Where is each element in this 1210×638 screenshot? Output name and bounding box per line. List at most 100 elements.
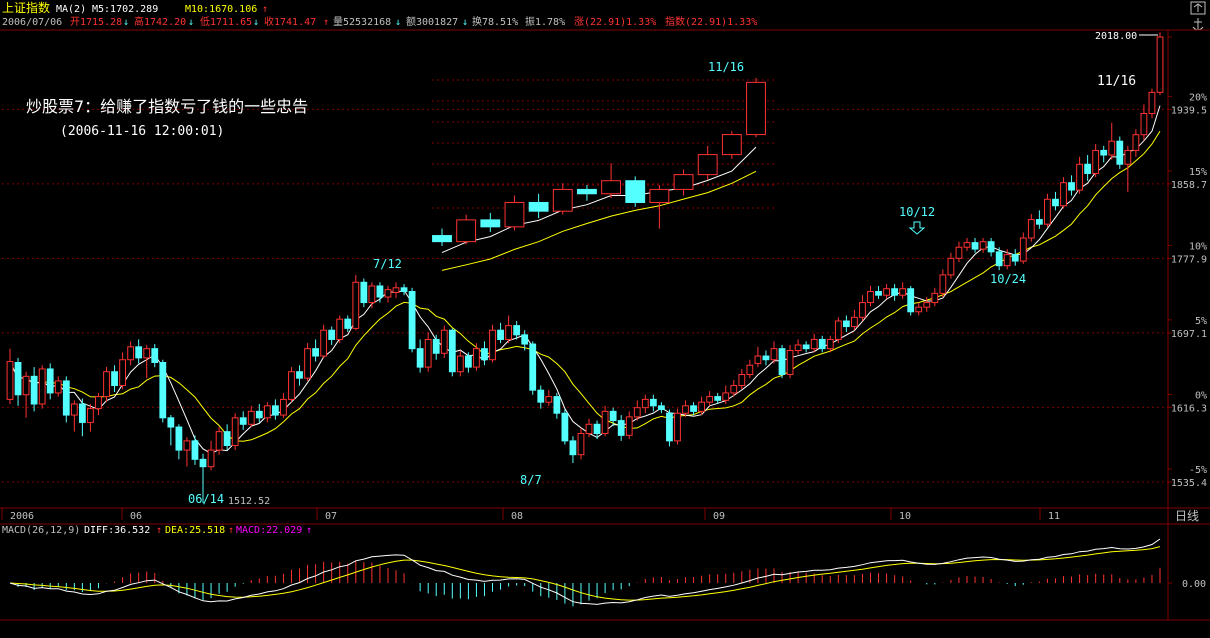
candle bbox=[891, 284, 899, 301]
candle bbox=[1092, 143, 1100, 178]
quote-volume: 量52532168 bbox=[333, 16, 391, 28]
candle bbox=[529, 341, 537, 395]
quote-change: 涨(22.91)1.33% bbox=[574, 16, 656, 28]
candle bbox=[641, 394, 649, 414]
inset-candle bbox=[456, 214, 477, 245]
inset-candle bbox=[504, 195, 525, 231]
candle bbox=[609, 407, 617, 427]
candle bbox=[794, 339, 802, 355]
candle bbox=[851, 309, 858, 331]
ma5-line bbox=[9, 105, 1161, 454]
annotation-0614: 06/14 bbox=[188, 492, 224, 506]
candle bbox=[239, 411, 247, 430]
inset-candle bbox=[432, 228, 452, 246]
inset-candle bbox=[552, 183, 573, 215]
candle bbox=[1052, 191, 1059, 211]
candle bbox=[674, 408, 681, 445]
inset-candle bbox=[721, 131, 742, 159]
candle bbox=[1035, 210, 1043, 229]
candle bbox=[111, 365, 118, 393]
candle bbox=[231, 413, 239, 451]
candle bbox=[280, 392, 287, 418]
candle bbox=[175, 424, 183, 460]
candle bbox=[6, 348, 14, 404]
price-tick-label: 1777.9 bbox=[1171, 254, 1207, 265]
candle bbox=[658, 402, 665, 414]
inset-candle bbox=[528, 193, 549, 219]
annotation-high-value: 2018.00 bbox=[1095, 31, 1137, 42]
ma10-value: M10:1670.106 bbox=[185, 4, 257, 15]
down-arrow-icon: ↓ bbox=[395, 17, 401, 28]
inset-ma5-line bbox=[441, 146, 757, 254]
candle bbox=[70, 400, 78, 432]
annotation-0712: 7/12 bbox=[373, 257, 402, 271]
macd-value: MACD:22.029 bbox=[236, 525, 302, 536]
candle bbox=[834, 317, 842, 344]
down-arrow-icon: ↓ bbox=[123, 17, 129, 28]
candle bbox=[392, 282, 400, 298]
candle bbox=[1156, 32, 1164, 96]
inset-candle bbox=[673, 169, 694, 196]
quote-turnover: 换78.51% bbox=[472, 15, 518, 28]
percent-tick-label: 20% bbox=[1189, 92, 1207, 103]
candle bbox=[464, 352, 472, 373]
candle bbox=[770, 341, 778, 364]
ma-label: MA(2) bbox=[56, 4, 86, 15]
annotation-1116-inset: 11/16 bbox=[708, 60, 744, 74]
candle bbox=[151, 344, 159, 368]
candle bbox=[1148, 88, 1156, 119]
candle bbox=[521, 330, 529, 351]
annotation-087: 8/7 bbox=[520, 473, 542, 487]
candle bbox=[408, 287, 416, 353]
macd-dea: DEA:25.518 bbox=[165, 525, 225, 536]
inset-candle bbox=[697, 145, 718, 180]
candle bbox=[30, 367, 38, 412]
candle bbox=[802, 341, 810, 353]
candle bbox=[1124, 145, 1132, 192]
scroll-up-icon[interactable] bbox=[1190, 1, 1206, 15]
candle bbox=[328, 326, 336, 345]
quote-amplitude: 振1.78% bbox=[525, 15, 565, 28]
candle bbox=[569, 436, 577, 464]
macd-header: MACD(26,12,9) DIFF:36.532 ↑ DEA:25.518 ↑… bbox=[2, 525, 1206, 590]
candle bbox=[955, 241, 963, 262]
candle bbox=[78, 398, 86, 437]
up-arrow-icon: ↑ bbox=[323, 17, 329, 28]
candle bbox=[183, 437, 191, 467]
anchor-icon[interactable] bbox=[1192, 18, 1204, 31]
header-bar: 上证指数 MA(2) M5:1702.289 M10:1670.106 ↑ 20… bbox=[2, 0, 1206, 31]
candle bbox=[360, 278, 368, 308]
candle bbox=[489, 324, 496, 363]
candle bbox=[1076, 156, 1083, 194]
candle bbox=[143, 344, 151, 379]
candle bbox=[722, 385, 730, 404]
inset-candle bbox=[601, 163, 621, 199]
candle bbox=[46, 363, 54, 400]
index-name[interactable]: 上证指数 bbox=[2, 0, 50, 15]
candle bbox=[481, 341, 488, 366]
period-tab[interactable]: 日线 bbox=[1175, 509, 1199, 523]
candle bbox=[135, 339, 143, 364]
candle bbox=[585, 418, 593, 438]
candle bbox=[826, 335, 834, 353]
annotation-1024: 10/24 bbox=[990, 272, 1026, 286]
quote-high: 高1742.20 bbox=[134, 15, 186, 28]
macd-dea-line bbox=[9, 546, 1161, 601]
candle bbox=[199, 453, 207, 504]
candle bbox=[505, 315, 512, 344]
date-tick-label: 08 bbox=[511, 511, 523, 522]
article-timestamp: (2006-11-16 12:00:01) bbox=[60, 124, 224, 139]
candle bbox=[207, 440, 215, 471]
candle bbox=[545, 390, 553, 406]
candle bbox=[690, 402, 697, 416]
candle bbox=[577, 427, 585, 460]
candle bbox=[247, 405, 255, 428]
candle bbox=[754, 346, 762, 368]
candle bbox=[440, 325, 448, 358]
candle bbox=[127, 341, 135, 366]
candle bbox=[159, 359, 167, 423]
annotation-1012: 10/12 bbox=[899, 205, 935, 219]
candle bbox=[730, 380, 738, 397]
percent-tick-label: 15% bbox=[1189, 167, 1207, 178]
candle bbox=[87, 403, 94, 432]
